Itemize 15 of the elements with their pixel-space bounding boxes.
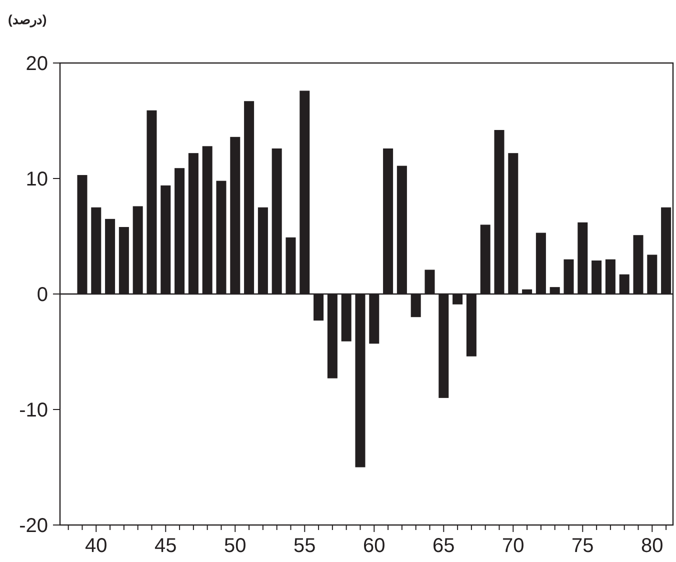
x-tick-label: 55 — [294, 535, 316, 557]
y-tick-label: -10 — [19, 400, 48, 422]
x-tick-label: 60 — [363, 535, 386, 557]
x-tick-label: 70 — [502, 535, 524, 557]
x-tick-label: 40 — [85, 535, 108, 557]
x-tick-label: 65 — [432, 535, 455, 557]
x-tick-label: 75 — [572, 535, 594, 557]
y-tick-label: -20 — [19, 515, 48, 537]
y-axis-title: (درصد) — [8, 12, 47, 28]
x-tick-label: 50 — [224, 535, 246, 557]
y-tick-label: 0 — [36, 284, 48, 306]
y-tick-label: 20 — [26, 53, 48, 75]
y-tick-label: 10 — [26, 168, 48, 190]
x-tick-label: 80 — [641, 535, 664, 557]
x-tick-label: 45 — [154, 535, 177, 557]
